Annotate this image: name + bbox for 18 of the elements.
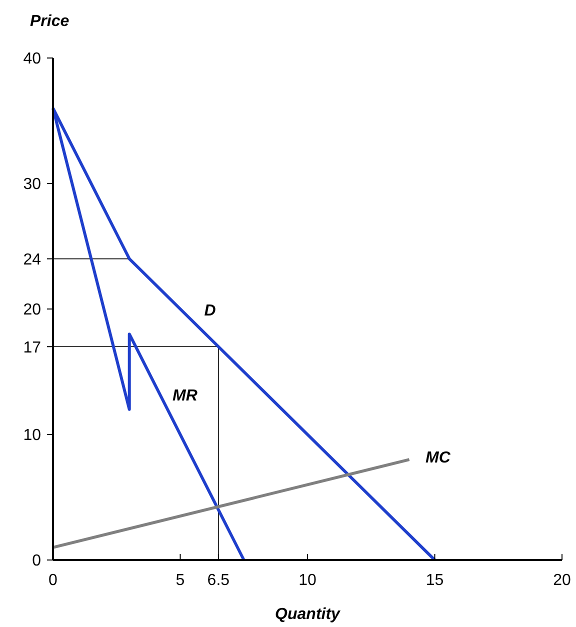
y-tick-label: 24 bbox=[23, 251, 42, 268]
y-axis-title: Price bbox=[30, 13, 70, 30]
x-tick-label: 15 bbox=[426, 572, 444, 589]
x-axis-title: Quantity bbox=[275, 606, 342, 623]
x-tick-label: 6.5 bbox=[207, 572, 230, 589]
y-tick-label: 17 bbox=[23, 339, 42, 356]
x-tick-label: 10 bbox=[298, 572, 316, 589]
series-label: D bbox=[204, 302, 216, 320]
y-tick-label: 30 bbox=[23, 176, 42, 194]
series-label: MR bbox=[172, 388, 198, 405]
y-tick-label: 10 bbox=[23, 427, 42, 444]
x-tick-label: 20 bbox=[553, 572, 571, 589]
y-tick-label: 40 bbox=[23, 50, 42, 68]
y-tick-label: 0 bbox=[32, 552, 42, 570]
x-tick-label: 0 bbox=[48, 572, 58, 589]
x-tick-label: 5 bbox=[176, 572, 185, 589]
series-label: MC bbox=[426, 450, 451, 467]
y-tick-label: 20 bbox=[23, 302, 42, 319]
